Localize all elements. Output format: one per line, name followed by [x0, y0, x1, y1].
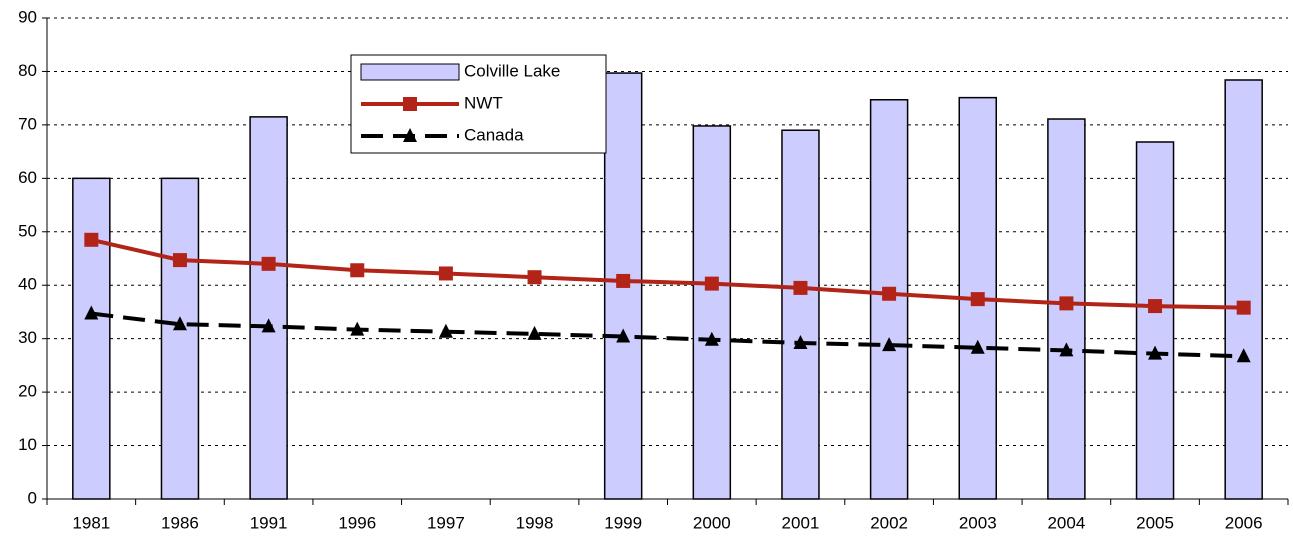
marker: [527, 325, 542, 340]
bar: [1135, 141, 1175, 500]
marker: [527, 270, 542, 285]
marker: [172, 253, 187, 268]
marker: [438, 323, 453, 338]
x-tick-label: 1981: [72, 513, 110, 532]
marker: [261, 256, 276, 271]
x-tick-label: 2004: [1047, 513, 1085, 532]
x-tick-label: 1996: [338, 513, 376, 532]
marker: [1148, 299, 1163, 314]
marker: [438, 266, 453, 281]
marker: [1059, 296, 1074, 311]
y-tick-label: 30: [18, 328, 37, 347]
x-tick-label: 1998: [516, 513, 554, 532]
x-tick-label: 2003: [959, 513, 997, 532]
x-tick-label: 2002: [870, 513, 908, 532]
bar: [781, 129, 820, 500]
marker: [704, 331, 719, 346]
marker: [1236, 300, 1251, 315]
marker: [793, 280, 808, 295]
marker: [84, 232, 99, 247]
bar: [1224, 79, 1263, 500]
legend-label: NWT: [464, 93, 503, 112]
y-tick-label: 20: [18, 382, 37, 401]
x-tick-label: 2000: [693, 513, 731, 532]
y-tick-label: 70: [18, 114, 37, 133]
bar: [249, 116, 288, 500]
marker: [84, 305, 99, 320]
marker: [793, 334, 808, 349]
y-tick-label: 90: [18, 7, 37, 26]
y-tick-label: 40: [18, 275, 37, 294]
marker: [882, 286, 897, 301]
marker: [616, 273, 631, 288]
line: [90, 237, 1244, 310]
marker: [1236, 348, 1251, 363]
y-tick-label: 50: [18, 221, 37, 240]
x-tick-label: 1997: [427, 513, 465, 532]
x-tick-label: 1999: [604, 513, 642, 532]
y-tick-label: 10: [18, 435, 37, 454]
marker: [970, 292, 985, 307]
legend-label: Colville Lake: [464, 61, 560, 80]
bar: [692, 125, 732, 500]
x-tick-label: 1991: [250, 513, 288, 532]
bar: [72, 177, 111, 500]
marker: [1059, 342, 1074, 357]
marker: [172, 316, 187, 331]
legend-marker: [403, 97, 417, 111]
y-tick-label: 60: [18, 168, 37, 187]
marker: [616, 328, 631, 343]
x-tick-label: 2005: [1136, 513, 1174, 532]
x-tick-label: 2006: [1225, 513, 1263, 532]
x-tick-label: 2001: [782, 513, 820, 532]
marker: [1148, 345, 1163, 360]
marker: [970, 339, 985, 354]
y-tick-label: 80: [18, 61, 37, 80]
marker: [882, 337, 897, 352]
marker: [350, 321, 365, 336]
marker: [350, 263, 365, 278]
x-tick-label: 1986: [161, 513, 199, 532]
y-tick-label: 0: [28, 488, 37, 507]
bar: [160, 177, 200, 500]
legend-swatch: [360, 63, 460, 81]
marker: [261, 318, 276, 333]
legend-marker: [403, 128, 417, 142]
line: [91, 311, 1244, 359]
marker: [704, 276, 719, 291]
legend-label: Canada: [464, 125, 524, 144]
